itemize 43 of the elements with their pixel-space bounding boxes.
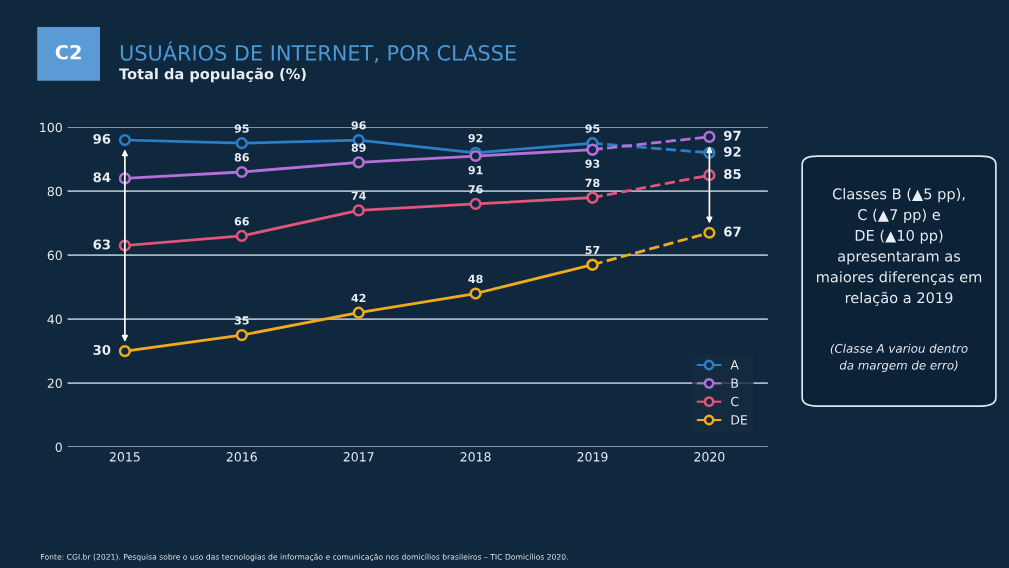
- data-label: 78: [585, 178, 600, 188]
- data-label: 89: [351, 143, 366, 152]
- x-tick-label: 2017: [343, 452, 374, 462]
- data-label: 74: [351, 191, 366, 200]
- data-label: 67: [724, 226, 741, 237]
- y-tick-label: 40: [47, 314, 62, 325]
- text: C2: [55, 44, 81, 60]
- x-tick-label: 2016: [226, 452, 257, 462]
- x-tick-label: 2019: [577, 452, 608, 462]
- chart-title: USUÁRIOS DE INTERNET, POR CLASSE: [120, 41, 516, 63]
- data-label: 42: [351, 293, 366, 303]
- data-label: 85: [724, 169, 741, 180]
- data-label: 96: [93, 133, 111, 144]
- data-label: 95: [234, 124, 249, 133]
- data-label: 97: [723, 130, 741, 141]
- y-tick-label: 80: [47, 186, 62, 197]
- x-tick-label: 2020: [694, 452, 725, 462]
- data-label: 92: [468, 133, 483, 143]
- y-tick-label: 100: [40, 122, 62, 133]
- data-label: 93: [585, 159, 600, 168]
- data-label: 66: [234, 217, 249, 226]
- data-label: 86: [234, 153, 249, 162]
- data-label: 92: [723, 146, 741, 157]
- legend-label: C: [731, 396, 739, 407]
- data-label: 57: [585, 245, 600, 255]
- data-label: 84: [93, 172, 111, 183]
- data-label: 96: [351, 121, 366, 130]
- legend-label: DE: [731, 415, 748, 425]
- data-label: 48: [468, 274, 483, 284]
- data-label: 30: [93, 344, 111, 355]
- data-label: 91: [468, 165, 483, 175]
- x-tick-label: 2015: [109, 452, 140, 462]
- text: Classes B (▲5 pp), C (▲7 pp) e DE (▲10 pp) apresentaram as maiores diferenças em relação a 2019: [817, 188, 982, 306]
- chart-subtitle: Total da população (%): [119, 67, 306, 83]
- data-label: 95: [585, 124, 600, 133]
- x-tick-label: 2018: [460, 452, 491, 462]
- y-tick-label: 20: [47, 378, 62, 388]
- legend-label: A: [730, 360, 739, 370]
- text: (Classe A variou dentro da margem de erro): [830, 343, 968, 372]
- y-tick-label: 60: [47, 250, 62, 261]
- data-label: 63: [93, 239, 110, 250]
- legend-label: B: [731, 378, 739, 388]
- y-tick-label: 0: [55, 442, 62, 452]
